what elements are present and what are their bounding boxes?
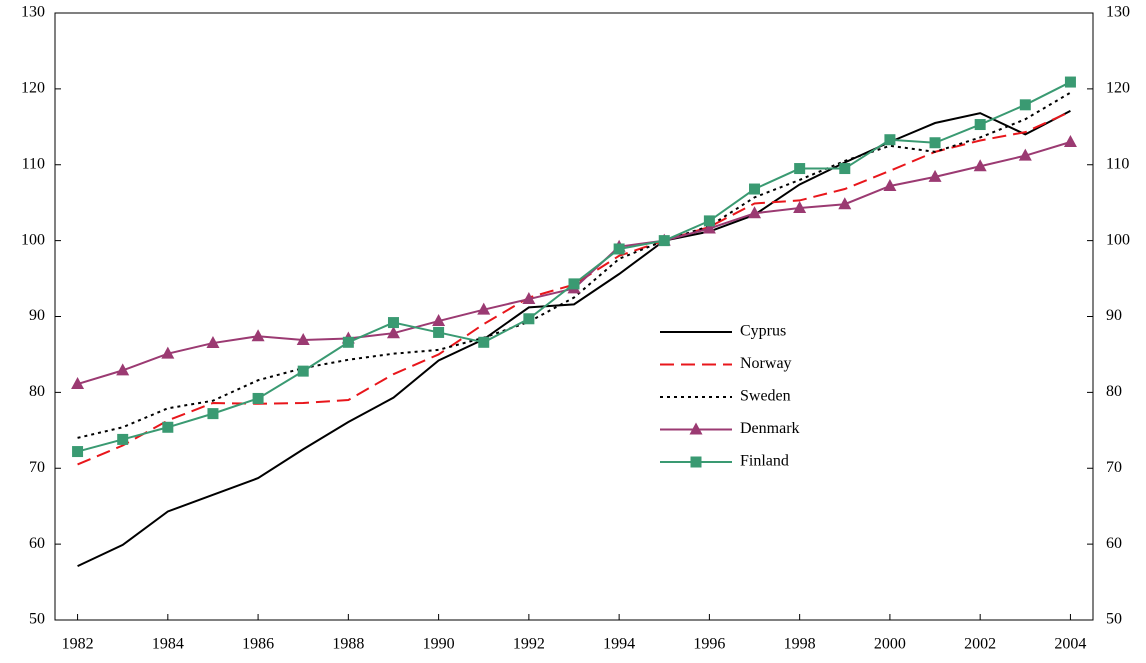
y2-tick-label: 120 xyxy=(1106,80,1130,97)
data-point xyxy=(974,119,986,131)
data-point xyxy=(568,278,580,290)
data-point xyxy=(72,446,84,458)
plot-frame xyxy=(54,12,1094,621)
legend-label: Cyprus xyxy=(740,323,786,340)
data-point xyxy=(703,215,715,227)
y-tick-label: 80 xyxy=(29,383,45,400)
data-point xyxy=(251,329,265,342)
y-tick-label: 110 xyxy=(22,155,45,172)
x-tick-label: 1986 xyxy=(242,636,274,653)
data-point xyxy=(793,200,807,213)
data-point xyxy=(387,317,399,329)
y-tick-label: 100 xyxy=(21,231,45,248)
data-point xyxy=(162,421,174,433)
data-point xyxy=(433,326,445,338)
data-point xyxy=(702,221,716,234)
data-point xyxy=(71,377,85,390)
y-tick-label: 60 xyxy=(29,535,45,552)
y-tick-label: 120 xyxy=(21,80,45,97)
data-point xyxy=(478,336,490,348)
x-tick-label: 1994 xyxy=(603,636,635,653)
data-point xyxy=(161,346,175,359)
data-point xyxy=(252,392,264,404)
y2-tick-label: 110 xyxy=(1106,155,1129,172)
data-point xyxy=(883,178,897,191)
y2-tick-label: 130 xyxy=(1106,4,1130,21)
data-point xyxy=(973,159,987,172)
y-tick-label: 130 xyxy=(21,4,45,21)
data-point xyxy=(297,365,309,377)
x-tick-label: 1984 xyxy=(152,636,184,653)
data-line xyxy=(77,81,1071,453)
data-point xyxy=(523,313,535,325)
data-point xyxy=(116,363,130,376)
data-point xyxy=(613,243,625,255)
data-point xyxy=(477,302,491,315)
x-tick-label: 1982 xyxy=(62,636,94,653)
x-tick-label: 1998 xyxy=(784,636,816,653)
data-line xyxy=(77,109,1071,568)
data-point xyxy=(748,206,762,219)
data-line xyxy=(77,91,1071,439)
data-point xyxy=(1019,99,1031,111)
data-point xyxy=(794,163,806,175)
data-point xyxy=(1018,148,1032,161)
y2-tick-label: 100 xyxy=(1106,231,1130,248)
x-tick-label: 2002 xyxy=(964,636,996,653)
y-tick-label: 50 xyxy=(29,611,45,628)
data-point xyxy=(522,292,536,305)
legend-marker xyxy=(690,456,702,468)
legend-label: Finland xyxy=(740,453,789,470)
y-tick-label: 90 xyxy=(29,307,45,324)
data-point xyxy=(1064,76,1076,88)
y2-tick-label: 80 xyxy=(1106,383,1122,400)
data-point xyxy=(884,134,896,146)
x-tick-label: 1990 xyxy=(423,636,455,653)
x-tick-label: 1996 xyxy=(693,636,725,653)
data-point xyxy=(928,169,942,182)
x-tick-label: 1988 xyxy=(332,636,364,653)
data-point xyxy=(929,137,941,149)
data-point xyxy=(1063,134,1077,147)
data-point xyxy=(839,163,851,175)
legend-marker xyxy=(689,422,703,435)
x-tick-label: 1992 xyxy=(513,636,545,653)
y2-tick-label: 60 xyxy=(1106,535,1122,552)
data-point xyxy=(117,433,129,445)
data-point xyxy=(386,326,400,339)
y2-tick-label: 70 xyxy=(1106,459,1122,476)
legend-label: Norway xyxy=(740,355,792,372)
data-point xyxy=(749,183,761,195)
data-point xyxy=(206,336,220,349)
data-point xyxy=(342,336,354,348)
data-point xyxy=(296,333,310,346)
data-point xyxy=(658,235,670,247)
data-line xyxy=(77,141,1071,385)
x-tick-label: 2000 xyxy=(874,636,906,653)
y2-tick-label: 90 xyxy=(1106,307,1122,324)
x-tick-label: 2004 xyxy=(1054,636,1086,653)
legend-label: Denmark xyxy=(740,420,800,437)
y2-tick-label: 50 xyxy=(1106,611,1122,628)
y-tick-label: 70 xyxy=(29,459,45,476)
data-point xyxy=(207,408,219,420)
data-point xyxy=(838,197,852,210)
data-point xyxy=(432,314,446,327)
legend-label: Sweden xyxy=(740,388,791,405)
